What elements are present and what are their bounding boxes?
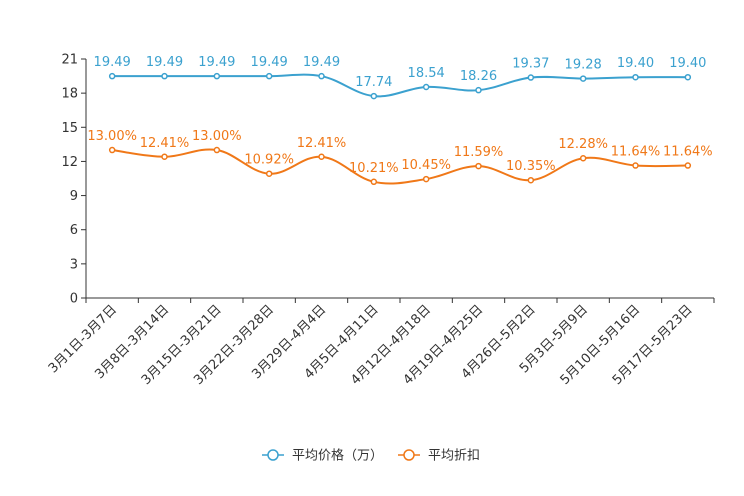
data-point[interactable] xyxy=(632,73,639,81)
y-tick-label: 0 xyxy=(70,292,78,307)
data-label: 11.64% xyxy=(663,145,713,160)
data-label: 19.49 xyxy=(198,55,235,70)
data-label: 19.49 xyxy=(94,55,131,70)
legend-item[interactable]: 平均价格（万） xyxy=(262,448,383,464)
data-point[interactable] xyxy=(684,73,692,81)
legend-label: 平均价格（万） xyxy=(292,448,383,464)
data-point[interactable] xyxy=(475,86,482,94)
data-label: 11.64% xyxy=(611,145,661,160)
data-label: 19.28 xyxy=(565,58,602,73)
data-point[interactable] xyxy=(370,178,378,186)
data-label: 13.00% xyxy=(192,129,242,144)
data-point[interactable] xyxy=(527,176,535,184)
data-point[interactable] xyxy=(265,72,273,80)
y-tick-label: 15 xyxy=(61,121,78,136)
series-line xyxy=(112,148,688,185)
data-point[interactable] xyxy=(632,162,639,169)
legend-item[interactable]: 平均折扣 xyxy=(398,449,480,464)
data-point[interactable] xyxy=(579,154,587,162)
data-point[interactable] xyxy=(370,92,378,100)
data-point[interactable] xyxy=(579,75,587,82)
y-tick-label: 12 xyxy=(61,155,78,170)
data-point[interactable] xyxy=(684,162,692,169)
data-label: 12.41% xyxy=(297,136,347,151)
data-label: 18.54 xyxy=(408,66,445,81)
chart-series: 19.49 19.49 19.49 19.49 19.49 17.74 18.54 18.26… xyxy=(87,55,713,186)
legend-label: 平均折扣 xyxy=(428,449,480,464)
data-point[interactable] xyxy=(108,146,116,154)
y-tick-label: 21 xyxy=(61,53,78,68)
data-label: 13.00% xyxy=(87,129,137,144)
data-label: 17.74 xyxy=(355,75,392,90)
y-tick-label: 9 xyxy=(70,189,78,204)
data-point[interactable] xyxy=(422,83,430,91)
data-label: 10.92% xyxy=(244,153,294,168)
data-point[interactable] xyxy=(213,72,221,80)
data-label: 12.28% xyxy=(558,137,608,152)
legend-marker xyxy=(403,449,415,461)
data-point[interactable] xyxy=(475,162,482,170)
data-point[interactable] xyxy=(108,72,116,80)
chart-legend[interactable]: 平均价格（万） 平均折扣 xyxy=(262,448,480,464)
data-label: 19.49 xyxy=(303,55,340,70)
data-point[interactable] xyxy=(318,153,325,161)
data-point[interactable] xyxy=(318,72,325,80)
data-label: 19.40 xyxy=(669,56,706,71)
data-point[interactable] xyxy=(213,146,221,154)
chart-axes: 0369121518213月1日-3月7日3月8日-3月14日3月15日-3月2… xyxy=(46,53,715,388)
data-point[interactable] xyxy=(527,74,535,81)
data-label: 10.21% xyxy=(349,161,399,176)
series-avg-price: 19.49 19.49 19.49 19.49 19.49 17.74 18.54 18.26… xyxy=(94,55,706,100)
data-point[interactable] xyxy=(161,153,168,161)
data-point[interactable] xyxy=(265,170,273,177)
data-label: 11.59% xyxy=(454,145,504,160)
y-tick-label: 18 xyxy=(61,87,78,102)
data-label: 12.41% xyxy=(140,136,190,151)
data-label: 18.26 xyxy=(460,69,497,84)
data-label: 19.49 xyxy=(251,55,288,70)
y-tick-label: 3 xyxy=(70,257,78,272)
legend-marker xyxy=(267,449,279,461)
data-label: 19.37 xyxy=(512,57,549,72)
data-point[interactable] xyxy=(161,72,168,80)
data-label: 19.40 xyxy=(617,56,654,71)
y-tick-label: 6 xyxy=(70,223,78,238)
data-point[interactable] xyxy=(422,175,430,183)
data-label: 10.35% xyxy=(506,159,556,174)
series-avg-discount: 13.00% 12.41% 13.00%10.92%12.41%10.21% 10.4… xyxy=(87,129,713,186)
series-line xyxy=(112,73,688,98)
data-label: 19.49 xyxy=(146,55,183,70)
data-label: 10.45% xyxy=(401,158,451,173)
